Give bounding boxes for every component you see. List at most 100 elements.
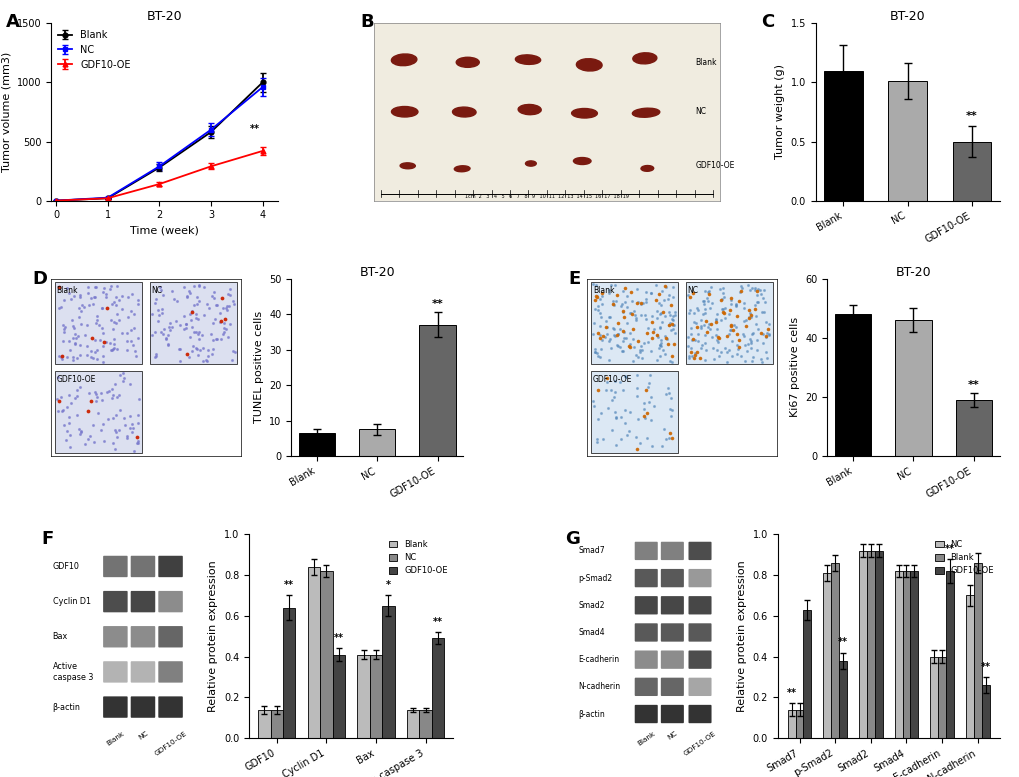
Point [604, 298, 621, 310]
Point [204, 290, 220, 302]
Point [660, 432, 677, 444]
Point [627, 309, 643, 322]
Point [721, 323, 738, 336]
Point [716, 343, 733, 355]
Point [731, 286, 747, 298]
Point [695, 308, 711, 320]
Point [632, 346, 648, 358]
Point [650, 342, 666, 354]
Point [615, 310, 632, 322]
Point [615, 332, 632, 344]
Point [742, 311, 758, 323]
Point [123, 426, 140, 438]
Bar [685, 282, 772, 364]
Bar [874, 551, 881, 738]
Point [693, 341, 709, 354]
Point [743, 309, 759, 322]
Point [689, 327, 705, 340]
Point [749, 295, 765, 308]
Text: G: G [565, 530, 579, 549]
Point [740, 304, 756, 316]
Point [212, 333, 228, 346]
Point [712, 303, 729, 315]
Point [588, 290, 604, 302]
Point [153, 307, 169, 319]
Point [78, 319, 95, 331]
Point [183, 305, 200, 317]
Point [660, 319, 677, 332]
FancyBboxPatch shape [130, 556, 155, 577]
Text: **: ** [333, 633, 343, 643]
Bar [419, 325, 455, 456]
Point [638, 432, 654, 444]
Point [696, 294, 712, 307]
Point [721, 319, 738, 332]
Point [218, 300, 234, 312]
Point [70, 310, 87, 322]
Point [96, 282, 112, 294]
Ellipse shape [632, 108, 659, 117]
Bar [839, 660, 846, 738]
Point [622, 327, 638, 340]
Point [747, 310, 763, 322]
Point [115, 375, 131, 388]
Point [730, 343, 746, 355]
Point [124, 339, 141, 351]
Point [655, 423, 672, 435]
Point [652, 334, 668, 347]
Point [708, 333, 725, 346]
Point [124, 422, 141, 434]
Point [54, 352, 70, 364]
Point [736, 301, 752, 314]
Point [721, 298, 738, 310]
Point [679, 289, 695, 301]
Point [696, 285, 712, 298]
Text: NC: NC [137, 730, 149, 741]
Point [638, 327, 654, 340]
Point [153, 284, 169, 296]
Point [86, 435, 102, 448]
Point [63, 396, 79, 409]
Point [584, 395, 600, 407]
FancyBboxPatch shape [130, 626, 155, 647]
Point [755, 306, 771, 319]
Point [218, 303, 234, 315]
Point [61, 287, 77, 299]
Point [700, 318, 716, 330]
Point [119, 432, 136, 444]
Point [639, 322, 655, 335]
Point [637, 308, 653, 321]
Text: GDF10-OE: GDF10-OE [695, 161, 735, 169]
Point [60, 416, 76, 429]
Point [757, 330, 773, 343]
Point [94, 301, 110, 314]
Point [167, 315, 183, 327]
Point [100, 413, 116, 425]
Point [662, 356, 679, 368]
Point [728, 298, 744, 310]
Point [186, 326, 203, 338]
Point [601, 311, 618, 323]
FancyBboxPatch shape [688, 569, 711, 587]
Title: BT-20: BT-20 [147, 10, 182, 23]
Ellipse shape [518, 104, 541, 115]
Point [611, 375, 628, 388]
Point [67, 332, 84, 344]
Text: C: C [760, 12, 773, 30]
Point [691, 352, 707, 364]
Point [117, 419, 133, 431]
Point [86, 351, 102, 364]
Text: N-cadherin: N-cadherin [578, 682, 621, 692]
Point [698, 291, 714, 304]
Point [59, 281, 75, 294]
Text: Cyclin D1: Cyclin D1 [53, 597, 91, 606]
Point [593, 298, 609, 310]
Point [633, 297, 649, 309]
Point [160, 329, 176, 342]
Point [205, 334, 221, 347]
Point [594, 433, 610, 445]
Text: **: ** [786, 688, 796, 699]
Point [665, 319, 682, 332]
Text: NC: NC [687, 286, 698, 295]
Point [54, 350, 70, 363]
